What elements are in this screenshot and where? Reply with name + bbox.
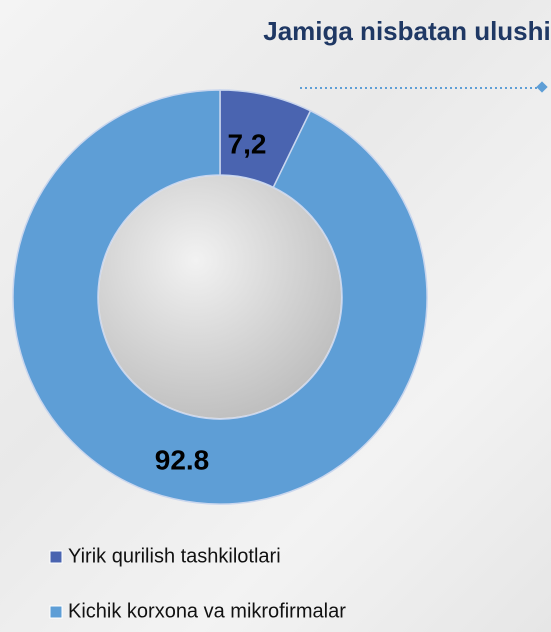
chart-title: Jamiga nisbatan ulushi (263, 16, 551, 46)
legend-swatch (49, 550, 63, 564)
legend-label: Kichik korxona va mikrofirmalar (68, 600, 346, 622)
donut-slice (12, 89, 428, 505)
title-diamond (536, 81, 548, 93)
data-label: 7,2 (228, 128, 267, 159)
data-label: 92.8 (155, 444, 210, 475)
legend-swatch (49, 605, 63, 619)
legend-label: Yirik qurilish tashkilotlari (68, 545, 281, 567)
donut-hole (99, 176, 341, 418)
